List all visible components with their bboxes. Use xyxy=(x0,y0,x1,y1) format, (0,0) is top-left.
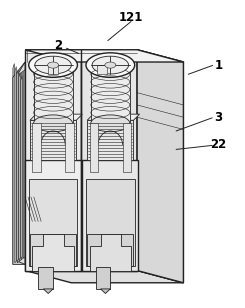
Polygon shape xyxy=(30,234,76,266)
Polygon shape xyxy=(23,70,25,258)
Polygon shape xyxy=(21,71,23,260)
Polygon shape xyxy=(48,65,58,74)
Polygon shape xyxy=(38,267,53,289)
Polygon shape xyxy=(96,267,110,289)
Polygon shape xyxy=(25,160,81,270)
Polygon shape xyxy=(43,289,53,294)
Text: 22: 22 xyxy=(211,138,227,151)
Polygon shape xyxy=(32,123,41,172)
Polygon shape xyxy=(30,114,82,120)
Polygon shape xyxy=(87,120,134,160)
Polygon shape xyxy=(34,65,73,123)
Polygon shape xyxy=(21,76,22,258)
Polygon shape xyxy=(87,234,134,266)
Polygon shape xyxy=(19,73,20,260)
Ellipse shape xyxy=(86,53,135,77)
Polygon shape xyxy=(101,289,110,294)
Ellipse shape xyxy=(105,62,116,68)
Polygon shape xyxy=(65,123,74,172)
Text: 1: 1 xyxy=(215,59,223,71)
Polygon shape xyxy=(97,65,107,74)
Polygon shape xyxy=(25,50,81,270)
Polygon shape xyxy=(25,270,184,283)
Ellipse shape xyxy=(92,56,129,74)
Polygon shape xyxy=(13,63,14,264)
Ellipse shape xyxy=(29,53,77,77)
Text: 2: 2 xyxy=(54,38,62,52)
Polygon shape xyxy=(18,62,25,264)
Polygon shape xyxy=(122,123,131,172)
Polygon shape xyxy=(137,50,184,283)
Polygon shape xyxy=(90,123,98,172)
Polygon shape xyxy=(17,70,18,261)
Polygon shape xyxy=(29,179,77,266)
Text: 121: 121 xyxy=(119,11,143,24)
Polygon shape xyxy=(81,50,137,270)
Polygon shape xyxy=(15,67,16,263)
Polygon shape xyxy=(82,160,138,270)
Ellipse shape xyxy=(35,56,71,74)
Polygon shape xyxy=(137,50,184,283)
Polygon shape xyxy=(32,234,74,270)
Polygon shape xyxy=(17,74,19,263)
Polygon shape xyxy=(87,114,140,120)
Ellipse shape xyxy=(48,62,59,68)
Ellipse shape xyxy=(91,115,130,132)
Polygon shape xyxy=(25,50,184,62)
Text: 3: 3 xyxy=(215,111,223,124)
Polygon shape xyxy=(19,73,21,261)
Polygon shape xyxy=(90,234,131,270)
Polygon shape xyxy=(13,62,25,264)
Polygon shape xyxy=(30,120,76,160)
Ellipse shape xyxy=(34,115,73,132)
Polygon shape xyxy=(86,179,135,266)
Polygon shape xyxy=(91,65,130,123)
